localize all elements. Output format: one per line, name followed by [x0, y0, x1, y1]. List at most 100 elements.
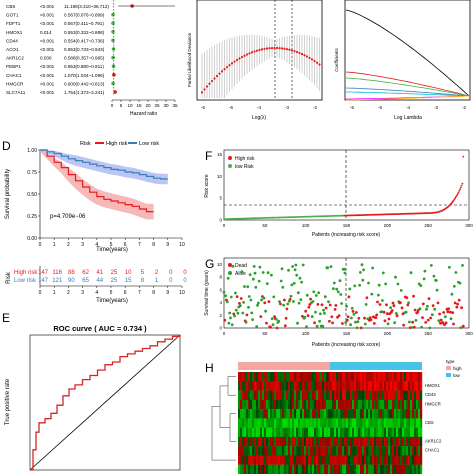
- panel-a-pvalue: <0.001: [40, 81, 55, 86]
- panel-h-cell: [242, 372, 245, 382]
- panel-h-cell: [272, 418, 275, 428]
- panel-h-cell: [256, 464, 259, 474]
- panel-h-cell: [320, 427, 323, 438]
- panel-h-cell: [324, 399, 327, 410]
- panel-h-cell: [314, 372, 317, 382]
- panel-g-point: [238, 304, 242, 308]
- panel-g-xtick-label: 200: [384, 331, 392, 336]
- panel-h-cell: [336, 418, 339, 428]
- panel-h-cell: [372, 455, 375, 465]
- panel-g-point: [284, 316, 288, 320]
- panel-h-cell: [316, 372, 319, 382]
- panel-g-point: [375, 313, 379, 317]
- panel-h-cell: [244, 464, 247, 474]
- panel-h-cell: [332, 455, 335, 465]
- panel-b-point: [240, 55, 244, 59]
- panel-h-cell: [360, 390, 363, 401]
- panel-h-cell: [282, 464, 285, 474]
- panel-g-letter: G: [205, 257, 214, 271]
- panel-h-cell: [240, 409, 243, 419]
- panel-g-point: [351, 310, 355, 313]
- panel-h-cell: [400, 390, 403, 401]
- panel-h-cell: [366, 409, 369, 419]
- panel-g-point: [255, 325, 259, 328]
- panel-g-point: [421, 302, 425, 306]
- panel-h-cell: [330, 381, 333, 391]
- panel-h-cell: [334, 427, 337, 438]
- panel-g-point: [240, 270, 244, 274]
- panel-h-cell: [244, 409, 247, 419]
- risk-table-high-count: 2: [155, 270, 159, 276]
- panel-b-point: [268, 47, 271, 50]
- panel-h-cell: [316, 455, 319, 465]
- panel-h-cell: [298, 409, 301, 419]
- panel-a-hr-text: 1.754(1.373~2.241): [64, 90, 105, 95]
- panel-h-cell: [346, 418, 349, 428]
- panel-g-point: [258, 265, 262, 269]
- panel-h-cell: [238, 372, 241, 382]
- panel-h-cell: [280, 372, 283, 382]
- panel-a-gene-label: FDFT1: [6, 21, 21, 26]
- panel-h-cell: [410, 436, 413, 447]
- panel-h-cell: [400, 381, 403, 391]
- panel-h-cell: [294, 455, 297, 465]
- panel-h-cell: [340, 399, 343, 410]
- panel-h-cell: [372, 381, 375, 391]
- panel-h-cell: [334, 390, 337, 401]
- panel-b-point: [293, 50, 296, 53]
- panel-b-point: [263, 47, 266, 51]
- panel-h-cell: [400, 464, 403, 474]
- panel-g-point: [391, 301, 395, 305]
- panel-d-xtick-label: 9: [166, 242, 169, 248]
- panel-h-cell: [372, 409, 375, 419]
- panel-h-cell: [264, 372, 267, 382]
- panel-h-cell: [254, 436, 257, 447]
- panel-b-point: [288, 48, 291, 51]
- panel-a-hr-text: 0.554(0.417~0.736): [64, 38, 105, 43]
- panel-d-ytick-label: 0.25: [27, 214, 37, 220]
- panel-g-point: [231, 264, 235, 268]
- panel-g-xtick-label: 250: [424, 331, 432, 336]
- panel-g-point: [272, 295, 276, 299]
- panel-h-cell: [292, 390, 295, 401]
- panel-g-point: [233, 314, 237, 318]
- panel-d-ytick-label: 0.50: [27, 192, 37, 198]
- panel-h-cell: [296, 399, 299, 410]
- panel-h-cell: [370, 427, 373, 438]
- panel-h-cell: [378, 446, 381, 456]
- panel-g-point: [461, 324, 465, 328]
- panel-f-xtick-label: 300: [465, 223, 473, 228]
- panel-h-cell: [356, 390, 359, 401]
- panel-h-cell: [304, 372, 307, 382]
- panel-h-cell: [352, 464, 355, 474]
- panel-h-cell: [240, 436, 243, 447]
- panel-h-cell: [390, 446, 393, 456]
- panel-h-cell: [358, 427, 361, 438]
- panel-h-cell: [408, 372, 411, 382]
- panel-h-cell: [290, 446, 293, 456]
- panel-h-cell: [262, 418, 265, 428]
- panel-g-point: [323, 295, 327, 299]
- panel-h-cell: [324, 455, 327, 465]
- panel-h-cell: [300, 418, 303, 428]
- panel-h-cell: [276, 381, 279, 391]
- panel-h-cell: [288, 446, 291, 456]
- panel-g-point: [394, 312, 398, 315]
- panel-h-cell: [404, 381, 407, 391]
- panel-h-cell: [376, 427, 379, 438]
- panel-h-cell: [402, 390, 405, 401]
- panel-h-cell: [268, 427, 271, 438]
- panel-a-hr-text: 0.853(0.733~0.943): [64, 47, 105, 52]
- panel-h-cell: [408, 427, 411, 438]
- panel-h-cell: [404, 390, 407, 401]
- panel-g-point: [271, 323, 275, 327]
- panel-h-cell: [336, 464, 339, 474]
- panel-h-cell: [302, 446, 305, 456]
- panel-g-point: [363, 322, 367, 326]
- panel-h-cell: [290, 418, 293, 428]
- panel-h-cell: [394, 409, 397, 419]
- panel-h-cell: [406, 455, 409, 465]
- panel-h-cell: [338, 399, 341, 410]
- panel-h-cell: [302, 436, 305, 447]
- panel-a-hr-point: [113, 90, 117, 94]
